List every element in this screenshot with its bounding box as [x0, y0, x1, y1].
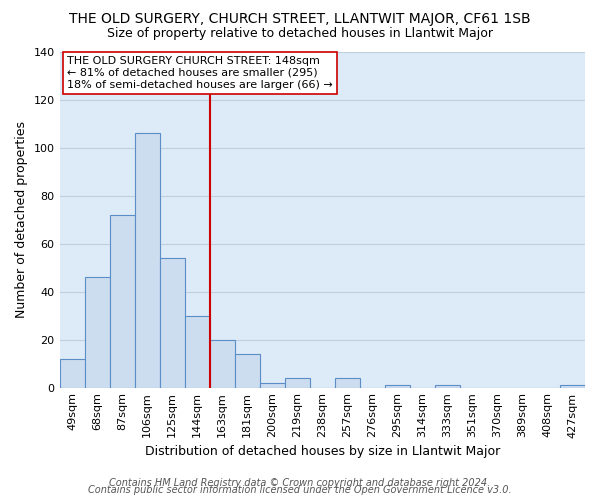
Text: THE OLD SURGERY CHURCH STREET: 148sqm
← 81% of detached houses are smaller (295): THE OLD SURGERY CHURCH STREET: 148sqm ← … — [67, 56, 333, 90]
Text: THE OLD SURGERY, CHURCH STREET, LLANTWIT MAJOR, CF61 1SB: THE OLD SURGERY, CHURCH STREET, LLANTWIT… — [69, 12, 531, 26]
Bar — [385, 385, 410, 388]
X-axis label: Distribution of detached houses by size in Llantwit Major: Distribution of detached houses by size … — [145, 444, 500, 458]
Text: Contains HM Land Registry data © Crown copyright and database right 2024.: Contains HM Land Registry data © Crown c… — [109, 478, 491, 488]
Bar — [110, 214, 134, 388]
Bar — [134, 133, 160, 388]
Bar — [85, 277, 110, 388]
Bar — [260, 383, 285, 388]
Bar — [235, 354, 260, 388]
Bar — [160, 258, 185, 388]
Bar — [209, 340, 235, 388]
Text: Contains public sector information licensed under the Open Government Licence v3: Contains public sector information licen… — [88, 485, 512, 495]
Bar — [335, 378, 360, 388]
Bar — [285, 378, 310, 388]
Bar — [435, 385, 460, 388]
Bar — [560, 385, 585, 388]
Y-axis label: Number of detached properties: Number of detached properties — [15, 121, 28, 318]
Text: Size of property relative to detached houses in Llantwit Major: Size of property relative to detached ho… — [107, 28, 493, 40]
Bar — [185, 316, 209, 388]
Bar — [59, 359, 85, 388]
